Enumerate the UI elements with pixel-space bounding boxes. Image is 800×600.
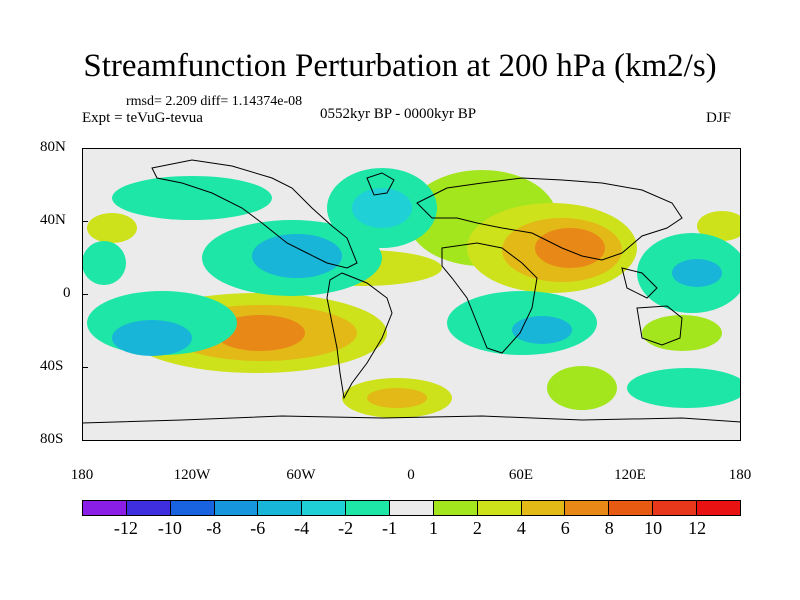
coastlines [82,159,741,424]
chart-title: Streamfunction Perturbation at 200 hPa (… [83,48,717,84]
colorbar-label: 8 [604,518,614,538]
pacific-east-positive [697,211,741,241]
colorbar-label: 6 [560,518,570,538]
colorbar-swatch [609,501,654,515]
eurasia-outline [416,177,683,261]
lat-tick-80n [82,148,88,149]
indian-ocean-positive [547,366,617,410]
lat-tick-40n [82,221,88,222]
colorbar-swatch [521,501,566,515]
pacific-west-negative [82,241,126,285]
colorbar-label: 4 [516,518,526,538]
lon-label-120e: 120E [614,467,646,483]
lon-label-0: 0 [407,467,415,483]
lat-label-80s: 80S [40,431,64,447]
lat-label-40n: 40N [40,212,66,228]
colorbar-label: -12 [113,518,138,538]
lon-label-60w: 60W [286,467,316,483]
africa-outline [441,242,538,354]
lon-label-120w: 120W [173,467,211,483]
map-frame [82,148,741,441]
stats-label: rmsd= 2.209 diff= 1.14374e-08 [126,94,303,109]
south-america-outline [326,272,393,400]
colorbar-swatch [346,501,391,515]
period-label: 0552kyr BP - 0000kyr BP [320,106,477,122]
lat-tick-0 [82,294,88,295]
lat-tick-40s [82,367,88,368]
colorbar-swatch [214,501,259,515]
north-atlantic-negative-core [352,188,412,228]
asia-positive-core [535,228,605,268]
colorbar [82,500,741,516]
australia-outline [636,305,683,346]
colorbar-swatch [697,501,740,515]
colorbar-label: -6 [250,518,266,538]
maritime-continent-outline [621,267,658,299]
colorbar-swatch [126,501,171,515]
colorbar-swatch [653,501,698,515]
pacific-west-positive [87,213,137,243]
lat-label-40s: 40S [40,358,64,374]
colorbar-swatch [302,501,347,515]
colorbar-label: 12 [688,518,707,538]
colorbar-label: -10 [157,518,182,538]
indian-negative-core [512,316,572,344]
south-pacific-negative-core [112,320,192,356]
contour-fills [82,168,741,418]
colorbar-label: 10 [644,518,663,538]
colorbar-swatch [170,501,215,515]
colorbar-swatch [83,501,127,515]
antarctica-outline [82,415,741,424]
lat-label-80n: 80N [40,139,66,155]
colorbar-label: -2 [338,518,354,538]
colorbar-label: -4 [294,518,310,538]
colorbar-label: 2 [472,518,482,538]
season-label: DJF [706,110,732,126]
colorbar-label: -8 [206,518,222,538]
lon-label-60e: 60E [508,467,534,483]
colorbar-swatch [433,501,478,515]
lon-label-180e: 180 [728,467,752,483]
colorbar-swatch [390,501,434,515]
west-pacific-negative-core [672,259,722,287]
n-america-negative-core [252,234,342,278]
south-pacific-positive [642,315,722,351]
colorbar-swatch [258,501,303,515]
s-america-positive-core [215,315,305,351]
lon-label-180w: 180 [70,467,94,483]
lat-label-0: 0 [63,285,71,301]
colorbar-swatch [565,501,610,515]
north-america-outline [151,159,358,269]
experiment-label: Expt = teVuG-tevua [82,110,203,126]
colorbar-label: 1 [428,518,438,538]
north-pacific-negative [112,176,272,220]
southern-ocean-negative [627,368,741,408]
streamfunction-field [82,159,741,424]
south-atlantic-core [367,388,427,408]
lat-tick-80s [82,440,88,441]
map-panel [82,148,741,441]
colorbar-swatch [477,501,522,515]
greenland-outline [366,172,395,196]
colorbar-label: -1 [382,518,398,538]
